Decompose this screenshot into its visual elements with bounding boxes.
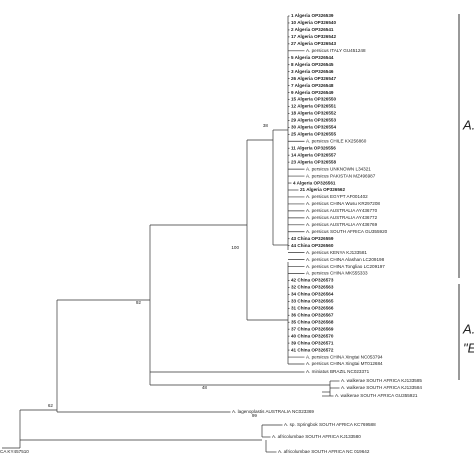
bootstrap-value: 62 <box>48 403 54 408</box>
leaf-label: 23 Algeria OP326558 <box>291 159 336 164</box>
leaf-label: 1 Algeria OP326539 <box>291 13 334 18</box>
leaf-label: A. walkerae SOUTH AFRICA GU355921 <box>335 393 418 398</box>
leaf-label: 32 China OP326563 <box>291 285 334 290</box>
leaf-label: A. persicus UNKNOWN L34321 <box>306 166 371 171</box>
leaf-label: A. persicus CHILE KX256860 <box>306 138 367 143</box>
leaf-label: A. sp. Springbok SOUTH AFRICA KC769588 <box>284 422 376 427</box>
leaf-label: A. persicus KENYA KJ133581 <box>306 250 367 255</box>
leaf-label: 35 China OP326568 <box>291 319 334 324</box>
leaf-label: 11 Algeria OP326556 <box>291 145 336 150</box>
leaf-label: 29 Algeria OP326553 <box>291 118 336 123</box>
leaf-label: A. persicus CHINA Xingtai NC053794 <box>306 354 383 359</box>
leaf-label: A. persicus EGYPT AF001402 <box>306 194 368 199</box>
leaf-label: A. persicus CHINA Xingtai MT012684 <box>306 361 383 366</box>
leaf-label: 37 China OP326569 <box>291 326 334 331</box>
leaf-label: 17 Algeria OP326542 <box>291 34 336 39</box>
leaf-label: A. lagenoplastis AUSTRALIA NC023369 <box>232 409 314 414</box>
leaf-label: 26 Algeria OP326547 <box>291 76 336 81</box>
leaf-label: 4 Algeria OP326561 <box>293 180 336 185</box>
leaf-label: 14 Algeria OP326557 <box>291 152 336 157</box>
leaf-label: 15 Algeria OP326550 <box>291 97 336 102</box>
leaf-label: 5 Algeria OP326544 <box>291 55 334 60</box>
bootstrap-value: 100 <box>231 245 239 250</box>
leaf-label: A. persicus CHINA Alashan LC209198 <box>306 257 385 262</box>
leaf-label: 3 Algeria OP326546 <box>291 69 334 74</box>
bootstrap-value: 99 <box>252 413 258 418</box>
leaf-label: A. persicus AUSTRALIA AY436772 <box>306 215 378 220</box>
leaf-label: 2 Algeria OP326541 <box>291 27 334 32</box>
leaf-label: A. persicus ITALY GU451248 <box>306 48 366 53</box>
leaf-label: A. persicus PAKISTAN MZ496987 <box>306 173 376 178</box>
leaf-label: 7 Algeria OP326548 <box>291 83 334 88</box>
leaf-label: 42 China OP326573 <box>291 278 334 283</box>
leaf-label: 10 Algeria OP326540 <box>291 20 336 25</box>
leaf-label: A. persicus CHINA Wusu KR297208 <box>306 201 380 206</box>
leaf-label: 31 China OP326566 <box>291 306 334 311</box>
leaf-label: 21 Algeria OP326562 <box>300 187 345 192</box>
leaf-label: 33 China OP326565 <box>291 299 334 304</box>
bootstrap-value: 48 <box>202 385 208 390</box>
leaf-label: 27 Algeria OP326543 <box>291 41 336 46</box>
leaf-label: 30 Algeria OP326554 <box>291 125 336 130</box>
leaf-label: A. persicus CHINA Tongliao LC209197 <box>306 264 385 269</box>
leaf-label: A. walkerae SOUTH AFRICA KJ133585 <box>341 378 422 383</box>
leaf-label: 39 China OP326571 <box>291 340 334 345</box>
leaf-label: 43 China OP326559 <box>291 236 334 241</box>
clade-label: A. <box>462 321 474 336</box>
clade-label: A. <box>462 117 474 132</box>
leaf-label: A. africolumbae SOUTH AFRICA KJ133580 <box>272 434 361 439</box>
leaf-label: 8 Algeria OP326545 <box>291 62 334 67</box>
leaf-label: 41 China OP326572 <box>291 347 334 352</box>
leaf-label: A. persicus AUSTRALIA AY436770 <box>306 208 378 213</box>
leaf-label: A. walkerae SOUTH AFRICA KJ133584 <box>341 385 422 390</box>
leaf-label: A. persicus AUSTRALIA AY436769 <box>306 222 378 227</box>
leaf-label: 40 China OP326570 <box>291 333 334 338</box>
leaf-label: A. africolumbae SOUTH AFRICA NC 019642 <box>278 449 370 454</box>
leaf-label: A. persicus CHINA MK555333 <box>306 271 368 276</box>
leaf-label: 44 China OP326560 <box>291 243 334 248</box>
leaf-label: 18 Algeria OP326552 <box>291 111 336 116</box>
leaf-label: 34 China OP326564 <box>291 292 334 297</box>
outgroup-label: CA KY457510 <box>0 449 29 454</box>
bootstrap-value: 38 <box>263 123 269 128</box>
leaf-label: 25 Algeria OP326555 <box>291 132 336 137</box>
leaf-label: A. miniatus BRAZIL NC023371 <box>306 369 370 374</box>
bootstrap-value: 92 <box>136 300 142 305</box>
leaf-label: A. persicus SOUTH AFRICA GU355920 <box>306 229 388 234</box>
leaf-label: 36 China OP326567 <box>291 312 334 317</box>
leaf-label: 9 Algeria OP326549 <box>291 90 334 95</box>
clade-label: "E <box>463 340 474 355</box>
leaf-label: 12 Algeria OP326551 <box>291 104 336 109</box>
